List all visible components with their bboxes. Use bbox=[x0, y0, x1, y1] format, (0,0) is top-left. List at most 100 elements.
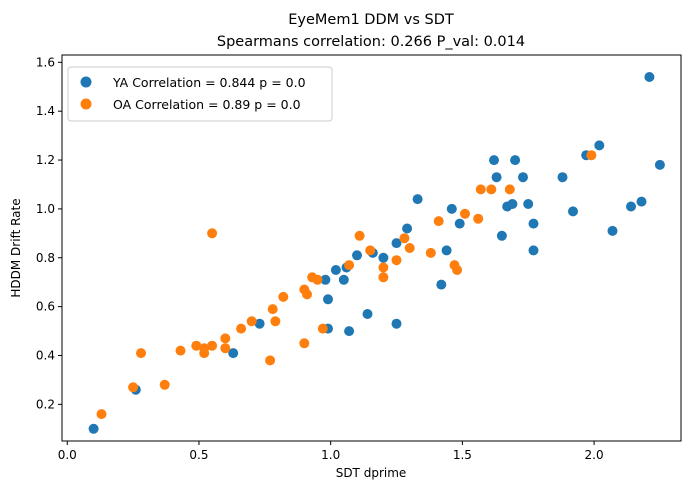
y-axis-label: HDDM Drift Rate bbox=[9, 198, 23, 297]
data-point-oa bbox=[207, 340, 218, 351]
data-point-ya bbox=[568, 206, 578, 217]
data-point-ya bbox=[594, 140, 605, 151]
legend-label-oa: OA Correlation = 0.89 p = 0.0 bbox=[113, 97, 301, 112]
data-point-ya bbox=[338, 274, 349, 285]
legend-box bbox=[67, 66, 333, 122]
data-point-oa bbox=[504, 184, 515, 195]
data-point-oa bbox=[344, 260, 355, 271]
data-point-oa bbox=[136, 348, 146, 359]
data-point-oa bbox=[220, 343, 231, 354]
data-point-ya bbox=[654, 159, 665, 170]
data-point-ya bbox=[378, 252, 389, 263]
y-tick-label: 1.0 bbox=[36, 202, 55, 216]
chart-title: EyeMem1 DDM vs SDT bbox=[288, 12, 454, 28]
x-axis-label: SDT dprime bbox=[336, 466, 407, 480]
data-point-ya bbox=[391, 318, 402, 329]
data-point-ya bbox=[489, 155, 499, 166]
x-tick-label: 0.5 bbox=[189, 448, 208, 462]
y-tick-label: 0.6 bbox=[36, 300, 55, 314]
y-axis: 0.2 0.4 0.6 0.8 1.0 1.2 1.4 1.6 bbox=[36, 55, 62, 411]
legend: YA Correlation = 0.844 p = 0.0 OA Correl… bbox=[67, 66, 333, 122]
data-point-oa bbox=[460, 208, 470, 219]
data-point-oa bbox=[267, 304, 278, 315]
x-tick-label: 1.0 bbox=[321, 448, 340, 462]
data-point-oa bbox=[159, 379, 170, 390]
data-point-oa bbox=[278, 291, 289, 302]
data-point-oa bbox=[473, 213, 484, 224]
data-point-oa bbox=[433, 216, 444, 227]
y-tick-label: 0.2 bbox=[36, 397, 55, 411]
data-point-ya bbox=[323, 294, 333, 305]
legend-marker-oa bbox=[80, 98, 92, 110]
data-point-ya bbox=[344, 326, 355, 337]
legend-marker-ya bbox=[80, 76, 92, 88]
data-point-ya bbox=[557, 172, 568, 183]
y-tick-label: 1.6 bbox=[36, 55, 55, 69]
data-point-oa bbox=[378, 262, 389, 273]
data-point-oa bbox=[270, 316, 281, 327]
data-point-oa bbox=[128, 382, 139, 393]
data-point-oa bbox=[191, 340, 202, 351]
data-point-ya bbox=[607, 225, 618, 236]
data-point-ya bbox=[510, 155, 521, 166]
axes-frame bbox=[61, 54, 682, 442]
data-point-oa bbox=[391, 255, 402, 266]
data-point-ya bbox=[320, 274, 331, 285]
data-point-oa bbox=[299, 338, 310, 349]
data-point-oa bbox=[302, 289, 312, 300]
data-point-oa bbox=[425, 247, 436, 258]
x-tick-label: 1.5 bbox=[453, 448, 472, 462]
data-point-oa bbox=[475, 184, 486, 195]
data-point-ya bbox=[528, 245, 539, 256]
x-tick-label: 0.0 bbox=[58, 448, 77, 462]
x-tick-label: 2.0 bbox=[585, 448, 604, 462]
data-point-oa bbox=[220, 333, 231, 344]
data-point-oa bbox=[175, 345, 186, 356]
data-point-ya bbox=[507, 199, 518, 209]
data-point-ya bbox=[523, 199, 534, 209]
y-tick-label: 0.8 bbox=[36, 251, 55, 265]
data-point-oa bbox=[236, 323, 247, 334]
data-point-ya bbox=[436, 279, 447, 290]
data-point-oa bbox=[486, 184, 497, 195]
data-point-ya bbox=[330, 265, 341, 275]
data-point-oa bbox=[452, 265, 463, 275]
data-point-ya bbox=[88, 423, 99, 434]
y-tick-label: 1.4 bbox=[36, 104, 55, 118]
data-point-oa bbox=[399, 233, 410, 244]
data-point-ya bbox=[228, 348, 239, 359]
data-point-ya bbox=[412, 194, 423, 205]
y-tick-label: 1.2 bbox=[36, 153, 55, 167]
data-point-ya bbox=[254, 318, 265, 329]
data-point-oa bbox=[265, 355, 276, 366]
data-point-ya bbox=[491, 172, 502, 183]
data-point-oa bbox=[354, 230, 365, 241]
data-point-oa bbox=[365, 245, 376, 256]
chart-subtitle: Spearmans correlation: 0.266 P_val: 0.01… bbox=[217, 34, 525, 50]
data-point-oa bbox=[96, 409, 107, 420]
data-point-oa bbox=[199, 343, 210, 354]
data-point-ya bbox=[362, 309, 373, 319]
legend-label-ya: YA Correlation = 0.844 p = 0.0 bbox=[112, 75, 306, 90]
data-point-ya bbox=[391, 238, 402, 249]
data-point-oa bbox=[404, 243, 415, 253]
plot-area bbox=[88, 72, 665, 434]
data-point-oa bbox=[378, 272, 389, 283]
data-point-ya bbox=[454, 218, 465, 229]
data-point-oa bbox=[317, 323, 328, 334]
y-tick-label: 0.4 bbox=[36, 348, 55, 362]
data-point-oa bbox=[246, 316, 257, 327]
x-axis: 0.0 0.5 1.0 1.5 2.0 bbox=[58, 441, 604, 462]
data-point-oa bbox=[207, 228, 218, 239]
data-point-ya bbox=[528, 218, 539, 229]
data-point-ya bbox=[496, 230, 507, 241]
data-point-ya bbox=[636, 196, 647, 207]
data-point-ya bbox=[518, 172, 528, 183]
data-point-ya bbox=[441, 245, 452, 256]
data-point-oa bbox=[312, 274, 323, 285]
data-point-ya bbox=[626, 201, 636, 212]
data-point-ya bbox=[352, 250, 362, 261]
data-point-ya bbox=[644, 72, 655, 82]
data-point-ya bbox=[402, 223, 413, 234]
